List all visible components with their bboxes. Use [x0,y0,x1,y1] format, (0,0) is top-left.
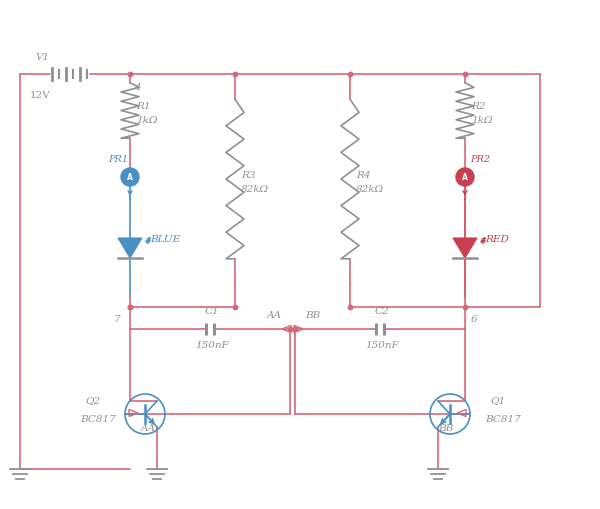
Text: V1: V1 [35,52,49,62]
Text: R3: R3 [241,170,256,179]
Text: BB: BB [438,423,453,433]
Text: 12V: 12V [30,90,51,99]
Text: 1kΩ: 1kΩ [471,116,493,125]
Text: Q1: Q1 [490,395,505,405]
Text: A: A [462,173,468,182]
Text: RED: RED [485,235,509,244]
Text: AA: AA [141,423,156,433]
Text: Q2: Q2 [85,395,100,405]
Text: PR2: PR2 [470,155,490,164]
Text: BC817: BC817 [80,415,116,423]
Polygon shape [453,239,477,259]
Circle shape [121,168,139,187]
Text: C1: C1 [205,307,220,316]
Text: AA: AA [267,311,282,320]
Text: 150nF: 150nF [365,341,399,350]
Circle shape [456,168,474,187]
Text: 150nF: 150nF [195,341,229,350]
Text: 1kΩ: 1kΩ [136,116,157,125]
Polygon shape [118,239,142,259]
Text: 82kΩ: 82kΩ [356,184,384,193]
Text: 82kΩ: 82kΩ [241,184,269,193]
Text: 4: 4 [134,82,140,91]
Text: A: A [127,173,133,182]
Text: 7: 7 [114,315,121,324]
Text: R1: R1 [136,102,151,111]
Text: R4: R4 [356,170,370,179]
Text: BC817: BC817 [485,415,521,423]
Text: BLUE: BLUE [150,235,180,244]
Text: C2: C2 [375,307,389,316]
Text: 6: 6 [471,315,478,324]
Text: BB: BB [305,311,320,320]
Text: PR1: PR1 [108,155,128,164]
Text: R2: R2 [471,102,485,111]
